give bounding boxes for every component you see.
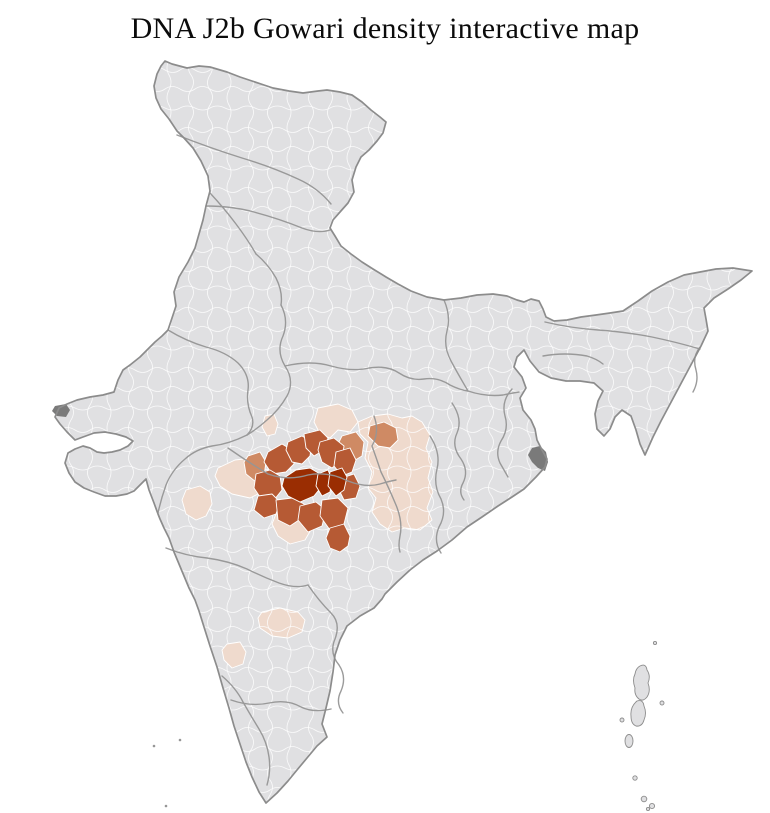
island[interactable] bbox=[645, 806, 651, 812]
island[interactable] bbox=[152, 744, 156, 748]
island[interactable] bbox=[164, 804, 168, 808]
density-districts-level-2[interactable] bbox=[243, 421, 399, 483]
island[interactable] bbox=[659, 700, 665, 706]
density-districts-level-3[interactable] bbox=[253, 429, 361, 553]
island[interactable] bbox=[178, 738, 182, 742]
island[interactable] bbox=[619, 717, 625, 723]
andaman-nicobar-islands[interactable] bbox=[619, 640, 665, 812]
district-region[interactable] bbox=[253, 469, 283, 501]
page-title: DNA J2b Gowari density interactive map bbox=[130, 12, 640, 45]
island[interactable] bbox=[624, 734, 634, 748]
pale-field-texture bbox=[258, 608, 305, 638]
district-region[interactable] bbox=[367, 421, 399, 449]
state-borders bbox=[157, 134, 701, 786]
lakshadweep-islands[interactable] bbox=[152, 738, 182, 808]
district-region[interactable] bbox=[253, 493, 281, 519]
density-districts-level-4[interactable] bbox=[281, 467, 348, 503]
island[interactable] bbox=[648, 802, 656, 810]
district-region[interactable] bbox=[297, 501, 327, 533]
island[interactable] bbox=[640, 795, 648, 803]
district-region[interactable] bbox=[315, 469, 333, 497]
island[interactable] bbox=[632, 775, 638, 781]
district-region[interactable] bbox=[281, 467, 323, 503]
island[interactable] bbox=[633, 664, 650, 701]
island[interactable] bbox=[630, 700, 646, 727]
district-region[interactable] bbox=[325, 523, 351, 553]
island[interactable] bbox=[652, 640, 658, 646]
district-region[interactable] bbox=[221, 641, 247, 669]
district-region[interactable] bbox=[313, 403, 359, 439]
district-region[interactable] bbox=[181, 485, 213, 521]
